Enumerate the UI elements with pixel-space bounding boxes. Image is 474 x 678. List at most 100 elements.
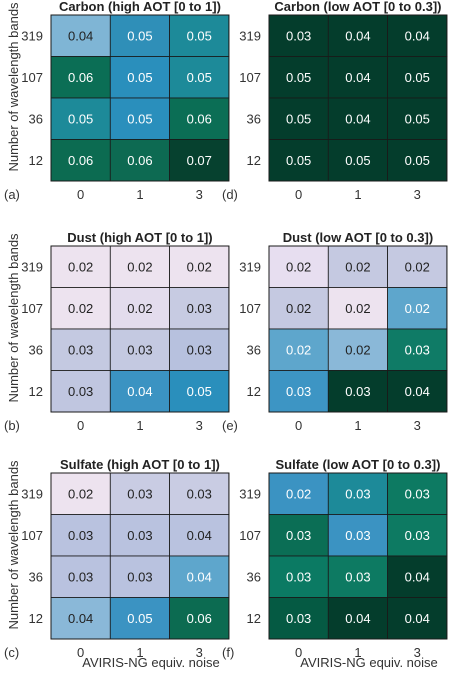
y-tick-label: 12 — [29, 153, 43, 168]
x-tick-label: 0 — [77, 645, 84, 660]
cell-value-label: 0.02 — [286, 486, 311, 501]
heatmap-cell — [387, 56, 448, 99]
heatmap-cell — [327, 287, 388, 330]
heatmap-cell — [327, 555, 388, 598]
y-tick-label: 107 — [239, 528, 261, 543]
y-tick-label: 107 — [21, 528, 43, 543]
cell-value-label: 0.05 — [405, 153, 430, 168]
cell-value-label: 0.02 — [405, 301, 430, 316]
heatmap-cell — [327, 472, 388, 515]
heatmap-panels: Carbon (high AOT [0 to 1]) 0.04 0.05 0.05 0.… — [4, 0, 448, 660]
y-tick-label: 36 — [247, 342, 261, 357]
y-tick-label: 107 — [239, 301, 261, 316]
cell-value-label: 0.03 — [68, 342, 93, 357]
cell-value-label: 0.07 — [187, 153, 212, 168]
cell-value-label: 0.05 — [405, 111, 430, 126]
x-tick-label: 0 — [77, 418, 84, 433]
heatmap-cell — [387, 14, 448, 57]
heatmap-cell — [387, 514, 448, 557]
cell-value-label: 0.04 — [187, 528, 212, 543]
cell-value-label: 0.04 — [405, 611, 430, 626]
cell-value-label: 0.05 — [345, 153, 370, 168]
cell-value-label: 0.05 — [286, 70, 311, 85]
cell-value-label: 0.03 — [68, 569, 93, 584]
heatmap-cell — [169, 139, 230, 182]
heatmap-cell — [327, 597, 388, 640]
y-tick-label: 107 — [239, 70, 261, 85]
x-tick-label: 0 — [77, 187, 84, 202]
heatmap-cell — [50, 555, 111, 598]
y-axis-label: Number of wavelength bands — [6, 2, 21, 172]
heatmap-cell — [109, 597, 171, 640]
y-tick-label: 36 — [247, 569, 261, 584]
heatmap-cell — [109, 97, 171, 140]
cell-value-label: 0.04 — [68, 611, 93, 626]
heatmap-cell — [327, 14, 388, 57]
cell-value-label: 0.05 — [68, 111, 93, 126]
cell-value-label: 0.03 — [127, 528, 152, 543]
heatmap-cell — [268, 287, 329, 330]
panel-frame — [268, 14, 448, 182]
cell-value-label: 0.02 — [286, 342, 311, 357]
cell-value-label: 0.03 — [345, 569, 370, 584]
heatmap-cell — [387, 97, 448, 140]
heatmap-cell — [327, 328, 388, 371]
y-tick-label: 36 — [247, 111, 261, 126]
cell-value-label: 0.05 — [286, 153, 311, 168]
cell-value-label: 0.04 — [68, 28, 93, 43]
cell-value-label: 0.03 — [345, 528, 370, 543]
heatmap-cell — [268, 514, 329, 557]
cell-value-label: 0.03 — [68, 384, 93, 399]
y-tick-label: 36 — [29, 111, 43, 126]
heatmap-panel: Carbon (low AOT [0 to 0.3]) 0.03 0.04 0.04 0… — [222, 0, 448, 202]
panel-title: Dust (low AOT [0 to 0.3]) — [283, 230, 433, 245]
y-tick-label: 12 — [247, 611, 261, 626]
heatmap-cell — [268, 555, 329, 598]
cell-value-label: 0.02 — [286, 301, 311, 316]
y-tick-label: 107 — [21, 70, 43, 85]
cell-value-label: 0.02 — [68, 301, 93, 316]
panel-letter: (f) — [222, 645, 234, 660]
cell-value-label: 0.03 — [286, 28, 311, 43]
panel-title: Dust (high AOT [0 to 1]) — [67, 230, 212, 245]
y-tick-label: 36 — [29, 342, 43, 357]
x-tick-label: 3 — [414, 187, 421, 202]
panel-letter: (e) — [222, 418, 238, 433]
cell-value-label: 0.02 — [68, 486, 93, 501]
cell-value-label: 0.02 — [286, 259, 311, 274]
cell-value-label: 0.03 — [187, 301, 212, 316]
cell-value-label: 0.02 — [345, 342, 370, 357]
cell-value-label: 0.02 — [405, 259, 430, 274]
y-tick-label: 12 — [247, 384, 261, 399]
y-axis-label: Number of wavelength bands — [6, 233, 21, 403]
y-tick-label: 12 — [247, 153, 261, 168]
x-tick-label: 3 — [414, 418, 421, 433]
cell-value-label: 0.05 — [187, 70, 212, 85]
x-tick-label: 3 — [196, 418, 203, 433]
panel-frame — [50, 245, 230, 413]
x-tick-label: 1 — [136, 418, 143, 433]
y-tick-label: 319 — [21, 28, 43, 43]
x-tick-label: 3 — [414, 645, 421, 660]
panel-letter: (d) — [222, 187, 238, 202]
cell-value-label: 0.05 — [127, 611, 152, 626]
panel-letter: (c) — [4, 645, 19, 660]
cell-value-label: 0.02 — [127, 301, 152, 316]
panel-frame — [268, 245, 448, 413]
x-tick-label: 3 — [196, 645, 203, 660]
heatmap-panel: Dust (low AOT [0 to 0.3]) 0.02 0.02 0.02 0.0… — [222, 230, 448, 433]
heatmap-cell — [268, 14, 329, 57]
y-tick-label: 319 — [239, 259, 261, 274]
heatmap-cell — [169, 56, 230, 99]
cell-value-label: 0.03 — [187, 486, 212, 501]
cell-value-label: 0.03 — [286, 528, 311, 543]
cell-value-label: 0.05 — [187, 28, 212, 43]
y-tick-label: 36 — [29, 569, 43, 584]
x-tick-label: 0 — [295, 645, 302, 660]
heatmap-cell — [109, 14, 171, 57]
heatmap-cell — [50, 139, 111, 182]
x-tick-label: 3 — [196, 187, 203, 202]
cell-value-label: 0.02 — [68, 259, 93, 274]
cell-value-label: 0.05 — [127, 70, 152, 85]
heatmap-cell — [109, 370, 171, 413]
